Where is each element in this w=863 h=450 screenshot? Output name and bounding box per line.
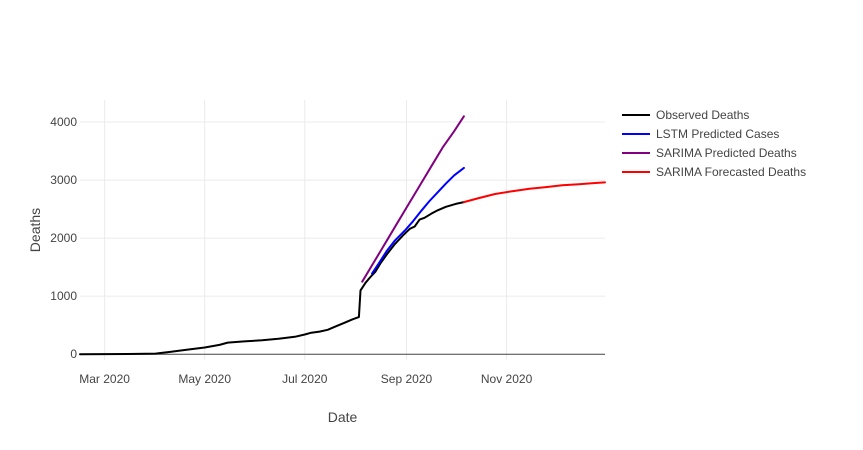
x-tick-label: Jul 2020 [282,372,328,386]
x-axis-title: Date [328,409,358,425]
legend-label: Observed Deaths [656,108,749,122]
x-tick-label: May 2020 [178,372,231,386]
x-tick-label: Sep 2020 [381,372,433,386]
x-tick-label: Mar 2020 [79,372,130,386]
legend-label: LSTM Predicted Cases [656,127,779,141]
legend-item[interactable]: Observed Deaths [622,108,749,122]
y-tick-label: 0 [70,347,77,361]
series-line-1 [79,201,465,356]
y-axis-title: Deaths [27,208,43,252]
series-line-4 [462,181,606,204]
y-tick-label: 1000 [50,289,77,303]
legend-label: SARIMA Predicted Deaths [656,146,797,160]
y-tick-label: 2000 [50,231,77,245]
series-line-2 [371,166,465,275]
y-tick-label: 4000 [50,115,77,129]
axes: 0 1000 2000 3000 4000 Mar 2020 May 2020 Jul 202… [50,115,605,386]
x-tick-label: Nov 2020 [481,372,533,386]
legend-item[interactable]: SARIMA Predicted Deaths [622,146,797,160]
legend-item[interactable]: LSTM Predicted Cases [622,127,779,141]
legend[interactable]: Observed Deaths LSTM Predicted Cases SARIM… [622,108,806,179]
grid [80,100,605,360]
y-tick-label: 3000 [50,173,77,187]
series-lines [79,115,606,356]
series-line-3 [361,115,465,283]
legend-item[interactable]: SARIMA Forecasted Deaths [622,165,806,179]
legend-label: SARIMA Forecasted Deaths [656,165,806,179]
